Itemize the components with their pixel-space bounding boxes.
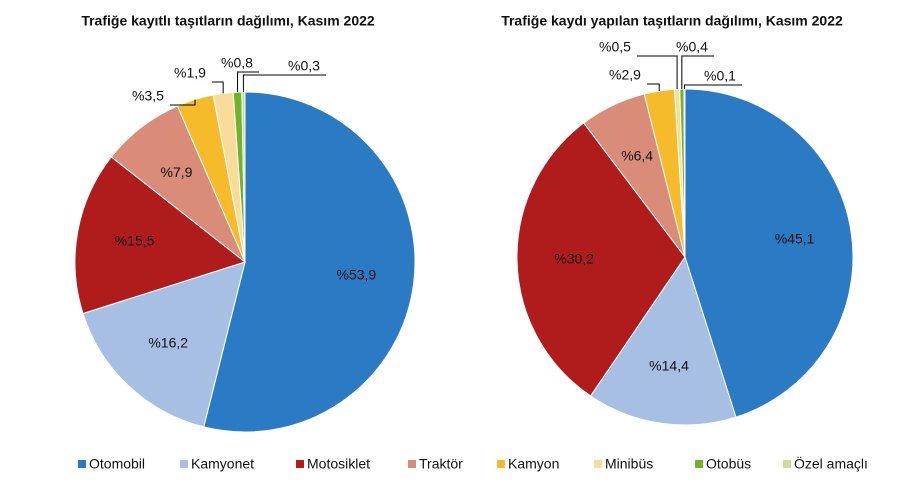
legend-label: Kamyonet xyxy=(191,456,254,472)
legend-label: Minibüs xyxy=(605,456,653,472)
leader-line xyxy=(683,84,742,90)
pie-slice xyxy=(82,261,246,428)
leader-line xyxy=(212,81,224,94)
data-label: %1,9 xyxy=(174,65,206,81)
legend-swatch xyxy=(296,460,304,468)
data-label: %0,1 xyxy=(704,68,736,84)
legend-swatch xyxy=(78,460,86,468)
legend-label: Özel amaçlı xyxy=(794,455,868,472)
chart-title: Trafiğe kayıtlı taşıtların dağılımı, Kas… xyxy=(81,13,375,29)
data-label: %7,9 xyxy=(161,164,193,180)
legend-swatch xyxy=(783,460,791,468)
data-label: %3,5 xyxy=(132,88,164,104)
chart-title: Trafiğe kaydı yapılan taşıtların dağılım… xyxy=(501,13,843,29)
leader-line xyxy=(637,55,678,90)
legend-swatch xyxy=(497,460,505,468)
data-label: %0,3 xyxy=(288,58,320,74)
legend-label: Kamyon xyxy=(508,456,559,472)
pie-slice xyxy=(203,91,416,433)
leader-line xyxy=(242,74,326,93)
data-label: %0,5 xyxy=(599,39,631,55)
leader-line xyxy=(681,55,714,90)
data-label: %0,4 xyxy=(676,39,708,55)
data-label: %53,9 xyxy=(337,266,377,282)
legend-label: Otobüs xyxy=(706,456,751,472)
legend-label: Traktör xyxy=(419,456,463,472)
data-label: %30,2 xyxy=(554,250,594,266)
legend-label: Motosiklet xyxy=(307,456,370,472)
pie-slice xyxy=(74,156,247,315)
legend-swatch xyxy=(180,460,188,468)
legend-swatch xyxy=(695,460,703,468)
legend-label: Otomobil xyxy=(89,456,145,472)
leader-line xyxy=(170,99,196,106)
data-label: %45,1 xyxy=(775,231,815,247)
data-label: %14,4 xyxy=(649,357,689,373)
legend-swatch xyxy=(594,460,602,468)
leader-line xyxy=(647,83,660,91)
data-label: %15,5 xyxy=(115,233,155,249)
pie-slice xyxy=(589,255,737,426)
data-label: %2,9 xyxy=(609,67,641,83)
pie-slice xyxy=(684,88,854,418)
legend-swatch xyxy=(408,460,416,468)
data-label: %0,8 xyxy=(221,55,253,71)
leader-line xyxy=(237,71,259,93)
data-label: %6,4 xyxy=(621,148,653,164)
pie-slice xyxy=(516,122,686,397)
data-label: %16,2 xyxy=(148,334,188,350)
